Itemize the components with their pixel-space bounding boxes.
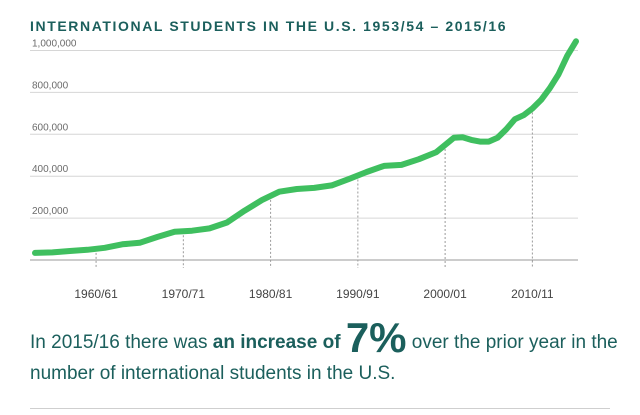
caption-text-start: In 2015/16 there was — [30, 332, 213, 353]
x-tick-label: 1980/81 — [249, 287, 293, 301]
grid-lines — [30, 49, 578, 219]
y-tick-label: 200,000 — [32, 206, 69, 217]
x-tick-label: 1960/61 — [74, 287, 118, 301]
line-chart: 200,000 400,000 600,000 800,000 1,000,000 19… — [30, 38, 579, 301]
caption-percentage: 7% — [345, 314, 407, 361]
summary-caption: In 2015/16 there was an increase of 7% o… — [30, 317, 630, 389]
x-tick-label: 1970/71 — [162, 287, 206, 301]
caption-highlight: an increase of — [212, 332, 341, 353]
y-tick-label: 600,000 — [32, 122, 69, 133]
caption-text-end: over the prior year in the number of int… — [30, 332, 618, 384]
annotation-lines — [95, 108, 533, 268]
chart-title: INTERNATIONAL STUDENTS IN THE U.S. 1953/… — [30, 18, 508, 34]
y-tick-label: 800,000 — [32, 80, 69, 91]
y-tick-label: 1,000,000 — [32, 38, 77, 49]
bottom-divider — [30, 408, 610, 409]
series-line-group — [32, 38, 579, 256]
x-tick-label: 2000/01 — [423, 287, 467, 301]
x-tick-label: 1990/91 — [336, 287, 380, 301]
y-axis-tick-labels: 200,000 400,000 600,000 800,000 1,000,000 — [32, 38, 77, 217]
series-line-international-students — [32, 38, 579, 256]
y-tick-label: 400,000 — [32, 164, 69, 175]
x-axis-tick-labels: 1960/61 1970/71 1980/81 1990/91 2000/01 2010/… — [74, 287, 554, 301]
x-tick-label: 2010/11 — [511, 287, 554, 301]
